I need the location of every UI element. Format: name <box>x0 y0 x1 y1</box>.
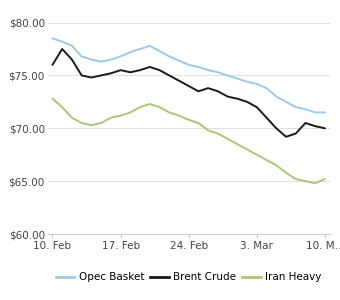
Brent Crude <box>323 127 327 130</box>
Opec Basket <box>323 111 327 114</box>
Brent Crude <box>245 100 249 104</box>
Iran Heavy <box>138 105 142 109</box>
Iran Heavy <box>89 123 94 127</box>
Opec Basket <box>265 86 269 90</box>
Opec Basket <box>167 55 171 58</box>
Opec Basket <box>274 95 278 98</box>
Legend: Opec Basket, Brent Crude, Iran Heavy: Opec Basket, Brent Crude, Iran Heavy <box>51 268 326 286</box>
Opec Basket <box>177 59 181 62</box>
Brent Crude <box>50 63 54 67</box>
Brent Crude <box>70 58 74 61</box>
Opec Basket <box>235 77 239 80</box>
Iran Heavy <box>177 114 181 117</box>
Iran Heavy <box>70 116 74 119</box>
Iran Heavy <box>99 121 103 125</box>
Opec Basket <box>255 82 259 86</box>
Iran Heavy <box>255 153 259 157</box>
Opec Basket <box>294 105 298 109</box>
Iran Heavy <box>187 118 191 122</box>
Opec Basket <box>225 74 230 77</box>
Iran Heavy <box>274 164 278 167</box>
Brent Crude <box>138 68 142 72</box>
Brent Crude <box>167 74 171 77</box>
Iran Heavy <box>60 105 64 109</box>
Iran Heavy <box>284 171 288 175</box>
Opec Basket <box>303 107 307 111</box>
Iran Heavy <box>265 158 269 162</box>
Opec Basket <box>60 40 64 44</box>
Opec Basket <box>70 44 74 48</box>
Brent Crude <box>274 127 278 130</box>
Iran Heavy <box>245 148 249 151</box>
Opec Basket <box>138 47 142 51</box>
Opec Basket <box>148 44 152 48</box>
Iran Heavy <box>167 111 171 114</box>
Brent Crude <box>265 116 269 119</box>
Opec Basket <box>99 60 103 64</box>
Brent Crude <box>148 65 152 69</box>
Iran Heavy <box>128 111 132 114</box>
Brent Crude <box>119 68 123 72</box>
Iran Heavy <box>80 121 84 125</box>
Iran Heavy <box>216 132 220 135</box>
Iran Heavy <box>206 129 210 132</box>
Iran Heavy <box>197 121 201 125</box>
Brent Crude <box>235 97 239 101</box>
Brent Crude <box>177 79 181 83</box>
Line: Iran Heavy: Iran Heavy <box>52 99 325 183</box>
Brent Crude <box>109 71 113 75</box>
Opec Basket <box>89 58 94 61</box>
Iran Heavy <box>313 182 317 185</box>
Brent Crude <box>187 84 191 88</box>
Opec Basket <box>187 63 191 67</box>
Opec Basket <box>216 70 220 74</box>
Brent Crude <box>206 86 210 90</box>
Iran Heavy <box>225 137 230 141</box>
Brent Crude <box>255 105 259 109</box>
Brent Crude <box>60 47 64 51</box>
Iran Heavy <box>148 102 152 106</box>
Brent Crude <box>294 132 298 135</box>
Opec Basket <box>128 50 132 54</box>
Brent Crude <box>216 89 220 93</box>
Brent Crude <box>303 121 307 125</box>
Brent Crude <box>284 135 288 139</box>
Brent Crude <box>89 76 94 79</box>
Brent Crude <box>99 74 103 77</box>
Iran Heavy <box>235 142 239 146</box>
Brent Crude <box>128 70 132 74</box>
Iran Heavy <box>119 114 123 117</box>
Brent Crude <box>197 89 201 93</box>
Opec Basket <box>206 68 210 72</box>
Opec Basket <box>245 80 249 84</box>
Opec Basket <box>50 37 54 40</box>
Iran Heavy <box>303 179 307 183</box>
Iran Heavy <box>323 177 327 181</box>
Opec Basket <box>313 111 317 114</box>
Line: Opec Basket: Opec Basket <box>52 38 325 112</box>
Iran Heavy <box>294 177 298 181</box>
Brent Crude <box>313 124 317 128</box>
Opec Basket <box>109 58 113 61</box>
Opec Basket <box>197 65 201 69</box>
Brent Crude <box>225 95 230 98</box>
Brent Crude <box>80 74 84 77</box>
Iran Heavy <box>50 97 54 101</box>
Line: Brent Crude: Brent Crude <box>52 49 325 137</box>
Opec Basket <box>80 55 84 58</box>
Opec Basket <box>119 55 123 58</box>
Iran Heavy <box>109 116 113 119</box>
Brent Crude <box>157 68 162 72</box>
Opec Basket <box>157 49 162 53</box>
Opec Basket <box>284 100 288 104</box>
Iran Heavy <box>157 105 162 109</box>
